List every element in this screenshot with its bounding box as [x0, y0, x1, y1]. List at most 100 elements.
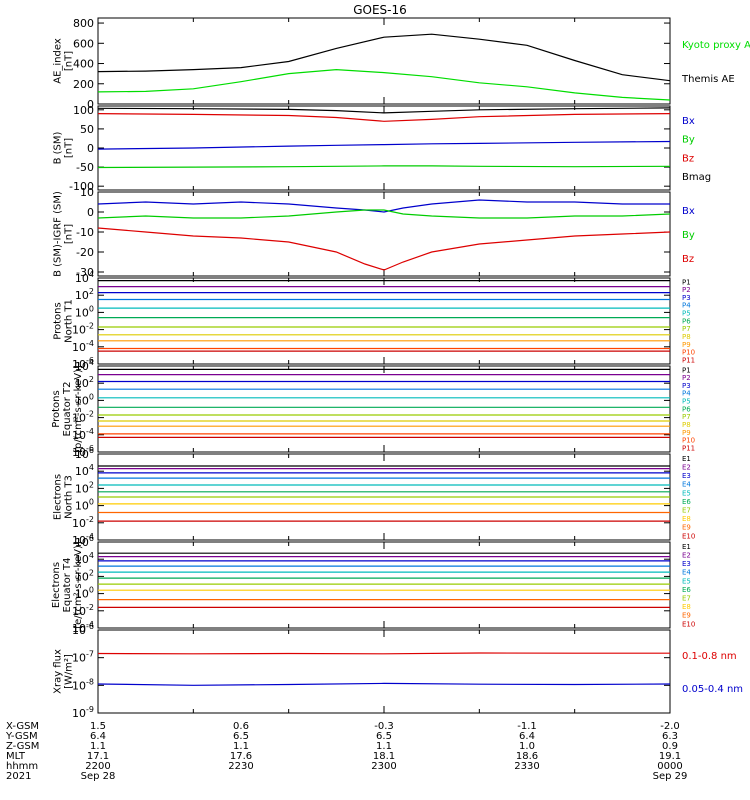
- y-tick-label: 104: [75, 463, 94, 478]
- y-axis-label: Electrons: [51, 562, 62, 608]
- table-cell: 0000: [657, 761, 682, 772]
- table-cell: 0.9: [662, 741, 678, 752]
- legend-entry: By: [682, 135, 695, 146]
- y-tick-label: 800: [73, 17, 94, 30]
- legend-entry: 0.1-0.8 nm: [682, 651, 737, 662]
- y-tick-label: 100: [75, 586, 94, 601]
- y-tick-label: 10-7: [72, 650, 94, 665]
- panel-bsm: -100 -50 0 50 100 B (SM) [nT] Bx By Bz Bmag: [53, 104, 712, 193]
- y-axis-label: Equator T2: [62, 382, 73, 437]
- y-tick-label: 10-2: [72, 603, 94, 618]
- table-cell: Sep 29: [653, 771, 688, 782]
- table-row-label: Z-GSM: [6, 741, 39, 752]
- legend-entry: Bz: [682, 153, 694, 164]
- legend-entry: P7: [682, 325, 691, 333]
- y-tick-label: 10-4: [72, 620, 94, 635]
- series-line-themis-ae: [97, 33, 671, 82]
- y-tick-label: -20: [76, 246, 94, 259]
- x-axis-ephemeris-table: X-GSM 1.5 0.6 -0.3 -1.1 -2.0 Y-GSM 6.4 6.5 6.5 6.4…: [5, 721, 687, 782]
- legend-entry: P4: [682, 390, 691, 398]
- series-line-by: [97, 165, 671, 169]
- table-cell: 17.6: [230, 751, 252, 762]
- legend-entry: P9: [682, 429, 691, 437]
- legend-entry: Bz: [682, 254, 694, 265]
- y-tick-label: 10-6: [72, 356, 94, 371]
- y-tick-label: -100: [69, 180, 94, 193]
- y-tick-label: 10-4: [72, 339, 94, 354]
- y-tick-label: 0: [87, 142, 94, 155]
- panel-ae: 0 200 400 600 800 AE_index [nT] Kyoto proxy AE T…: [53, 17, 750, 111]
- legend-entry: P6: [682, 405, 691, 413]
- y-tick-label: 102: [75, 287, 94, 302]
- legend-entry: P11: [682, 444, 695, 452]
- legend-entry: E4: [682, 481, 691, 489]
- legend-entry: P3: [682, 382, 691, 390]
- legend-entry: P10: [682, 437, 695, 445]
- table-cell: 6.3: [662, 731, 678, 742]
- y-axis-label: [nT]: [64, 138, 75, 158]
- legend-entry: E6: [682, 586, 691, 594]
- y-tick-label: 0: [87, 206, 94, 219]
- legend-entry: P10: [682, 349, 695, 357]
- legend-entry: E4: [682, 569, 691, 577]
- table-row-label: 2021: [6, 771, 31, 782]
- legend-entry: P5: [682, 310, 691, 318]
- y-tick-label: 100: [73, 104, 94, 117]
- legend-entry: E5: [682, 577, 691, 585]
- legend-entry: E1: [682, 455, 691, 463]
- y-axis-label: [nT]: [64, 224, 75, 244]
- legend-entry: P5: [682, 398, 691, 406]
- legend-entry: E1: [682, 543, 691, 551]
- panel-protons_equator: 104 102 100 10-2 10-4 10-6 Protons Equator T2 [p…: [51, 358, 695, 459]
- y-axis-label: Equator T4: [62, 558, 73, 613]
- legend-entry: Bx: [682, 206, 695, 217]
- y-tick-label: 100: [75, 392, 94, 407]
- figure-title: GOES-16: [353, 3, 407, 17]
- table-cell: 6.4: [519, 731, 535, 742]
- legend-entry: E5: [682, 489, 691, 497]
- legend-entry: P7: [682, 413, 691, 421]
- table-cell: 2230: [228, 761, 253, 772]
- y-axis-label: [nT]: [64, 51, 75, 71]
- table-cell: 1.1: [90, 741, 106, 752]
- y-axis-label: [e/(cm²-s-sr-keV)]: [73, 541, 84, 629]
- y-tick-label: -50: [76, 161, 94, 174]
- table-cell: Sep 28: [81, 771, 116, 782]
- series-line-0-1-0-8-nm: [97, 652, 670, 655]
- table-cell: 1.1: [376, 741, 392, 752]
- y-axis-label: B (SM)-IGRF (SM): [53, 191, 64, 277]
- series-line-bx: [97, 199, 670, 213]
- series-line-0-05-0-4-nm: [97, 682, 671, 686]
- table-cell: 6.4: [90, 731, 106, 742]
- table-row-label: MLT: [6, 751, 26, 762]
- table-row-label: hhmm: [6, 761, 38, 772]
- series-line-by: [97, 209, 671, 219]
- table-cell: 2200: [85, 761, 110, 772]
- table-cell: 6.5: [233, 731, 249, 742]
- y-axis-label: Protons: [51, 390, 62, 427]
- legend-entry: E3: [682, 560, 691, 568]
- y-tick-label: 10: [80, 186, 94, 199]
- table-cell: 1.0: [519, 741, 535, 752]
- y-tick-label: 104: [75, 358, 94, 373]
- y-axis-label: Protons: [53, 302, 64, 339]
- legend-entry: P8: [682, 421, 691, 429]
- legend-entry: Kyoto proxy AE: [682, 40, 750, 51]
- table-cell: 6.5: [376, 731, 392, 742]
- legend-entry: E8: [682, 603, 691, 611]
- legend-entry: E3: [682, 472, 691, 480]
- table-cell: -2.0: [660, 721, 680, 732]
- series-line-kyoto-proxy-ae: [97, 68, 671, 101]
- table-cell: -1.1: [517, 721, 537, 732]
- legend-entry: P6: [682, 317, 691, 325]
- y-tick-label: -10: [76, 226, 94, 239]
- legend-entry: E9: [682, 524, 691, 532]
- series-line-bmag: [97, 107, 671, 114]
- y-axis-label: Xray flux: [53, 649, 64, 694]
- legend-entry: P8: [682, 333, 691, 341]
- panel-igrf: -30 -20 -10 0 10 B (SM)-IGRF (SM) [nT] Bx By Bz: [53, 186, 695, 279]
